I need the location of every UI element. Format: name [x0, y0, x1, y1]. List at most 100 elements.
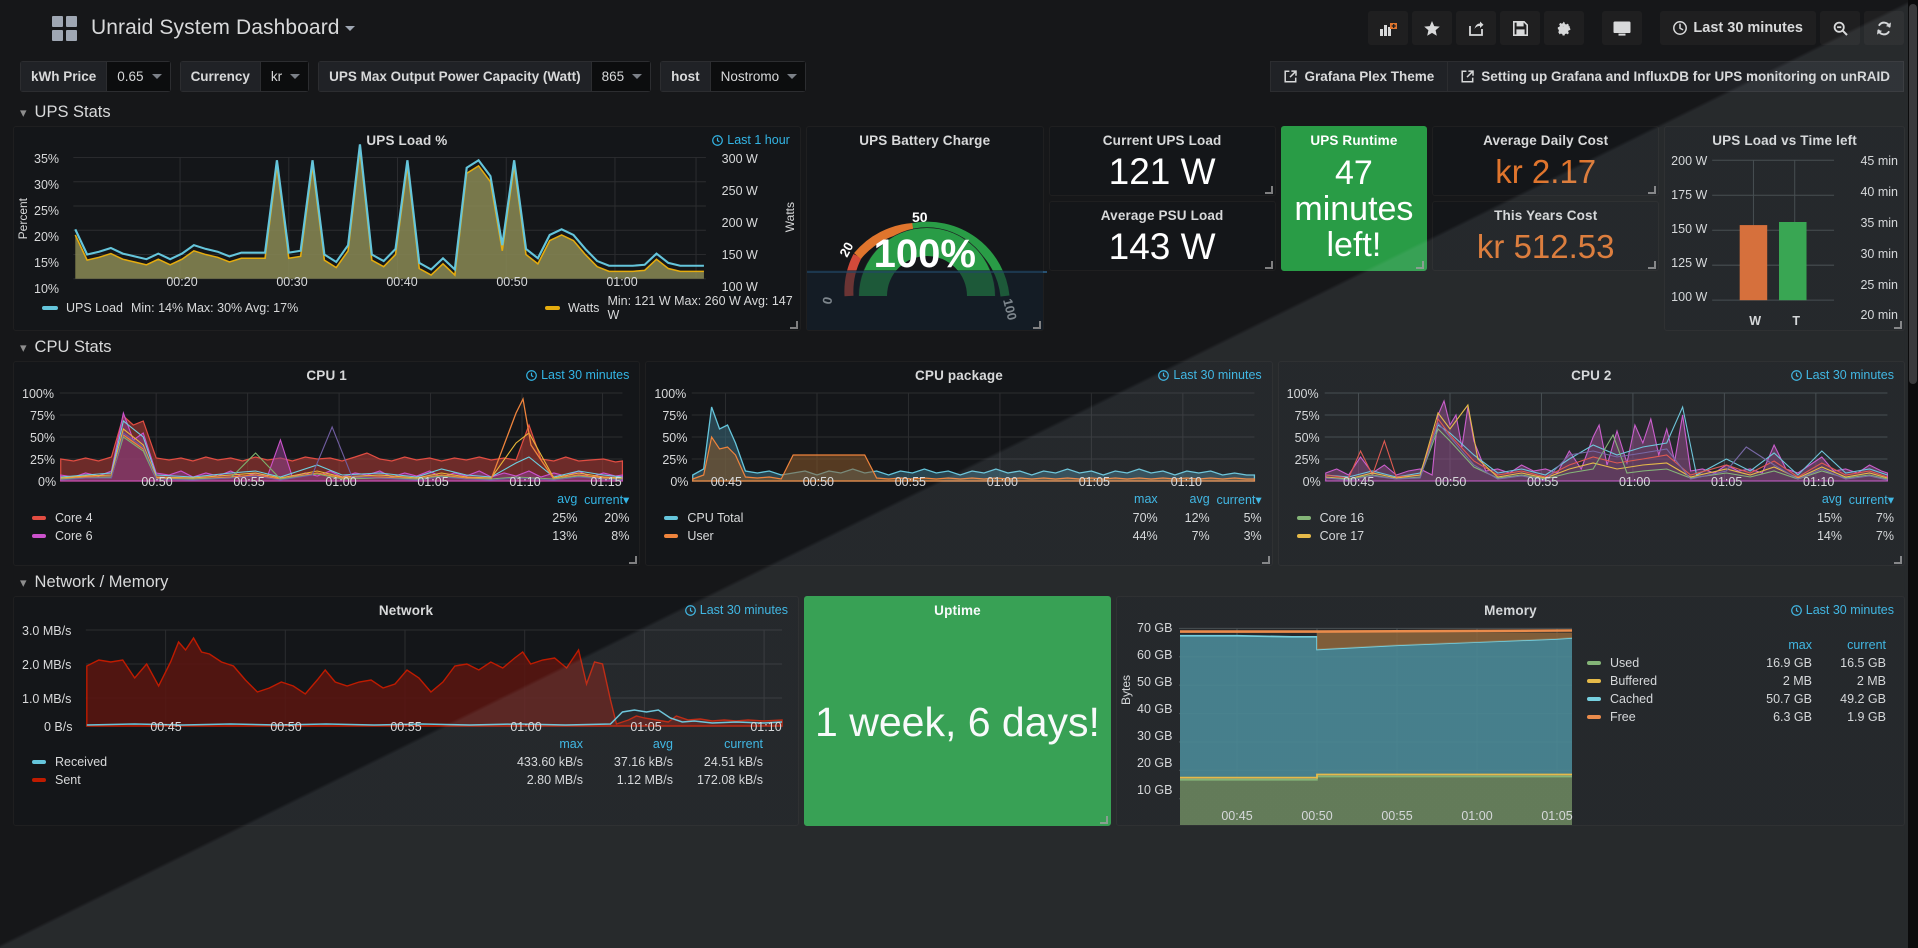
panel-time-range[interactable]: Last 30 minutes: [1790, 603, 1894, 617]
panel-resize-handle[interactable]: [1264, 261, 1273, 269]
panel-resize-handle[interactable]: [789, 321, 798, 329]
dashboard-link-ups-monitoring-guide[interactable]: Setting up Grafana and InfluxDB for UPS …: [1448, 60, 1904, 92]
legend-col-current[interactable]: current: [1847, 638, 1886, 652]
row-header-network-memory[interactable]: ▾ Network / Memory: [0, 566, 1918, 596]
y-tick: 25%: [34, 204, 60, 218]
legend-swatch: [1587, 715, 1601, 719]
zoom-out-time-button[interactable]: [1820, 11, 1860, 45]
y2-tick: 20 min: [1860, 308, 1898, 322]
legend-col-avg[interactable]: avg: [1821, 492, 1842, 506]
legend-row[interactable]: Core 6 13% 8%: [32, 529, 629, 543]
row-header-ups-stats[interactable]: ▾ UPS Stats: [0, 96, 1918, 126]
variable-value-dropdown[interactable]: 0.65: [106, 60, 171, 92]
chevron-down-icon: [290, 73, 301, 79]
panel-resize-handle[interactable]: [1264, 186, 1273, 194]
panel-time-range[interactable]: Last 30 minutes: [1158, 368, 1262, 382]
y2-tick: 30 min: [1860, 247, 1898, 261]
panel-resize-handle[interactable]: [1648, 186, 1657, 194]
row-header-cpu-stats[interactable]: ▾ CPU Stats: [0, 331, 1918, 361]
legend-label: Watts: [567, 301, 600, 315]
panel-resize-handle[interactable]: [1261, 556, 1270, 564]
chart-area: 200 W 175 W 150 W 125 W 100 W 45 min 40 …: [1665, 150, 1904, 330]
dashboard-settings-button[interactable]: [1544, 11, 1585, 45]
legend-row[interactable]: Core 16 15% 7%: [1296, 511, 1894, 525]
add-panel-button[interactable]: [1368, 11, 1409, 45]
panel-current-ups-load: Current UPS Load 121 W: [1048, 126, 1276, 196]
legend-row[interactable]: Free 6.3 GB 1.9 GB: [1587, 710, 1886, 724]
y-tick: 0%: [670, 475, 689, 489]
gear-icon: [1557, 21, 1571, 36]
chevron-down-icon: [787, 73, 798, 79]
legend-label: Free: [1610, 710, 1636, 724]
scrollbar-thumb[interactable]: [1909, 4, 1917, 384]
legend-col-current[interactable]: current▾: [1848, 493, 1894, 507]
legend-col-avg[interactable]: avg: [1189, 492, 1210, 506]
y-tick: 0%: [38, 475, 57, 489]
legend-col-current[interactable]: current▾: [584, 493, 630, 507]
legend-col-max[interactable]: max: [1788, 638, 1812, 652]
y-tick: 150 W: [1671, 222, 1708, 236]
legend-col-max[interactable]: max: [559, 737, 583, 751]
legend-max: 6.3 GB: [1773, 710, 1812, 724]
panel-resize-handle[interactable]: [1100, 816, 1108, 824]
legend-row[interactable]: Received 433.60 kB/s 37.16 kB/s 24.51 kB…: [32, 755, 763, 769]
dashboard-title-button[interactable]: Unraid System Dashboard: [91, 16, 355, 40]
variable-value-dropdown[interactable]: kr: [259, 60, 310, 92]
legend-row[interactable]: Cached 50.7 GB 49.2 GB: [1587, 692, 1886, 706]
legend-label: Used: [1610, 656, 1640, 670]
dashboard-grid-icon[interactable]: [52, 15, 77, 41]
legend-row[interactable]: Used 16.9 GB 16.5 GB: [1587, 656, 1886, 670]
legend-row[interactable]: Core 4 25% 20%: [32, 511, 629, 525]
legend-col-current[interactable]: current: [724, 737, 763, 751]
legend-col-max[interactable]: max: [1134, 492, 1158, 506]
legend-row[interactable]: User 44% 7% 3%: [664, 529, 1262, 543]
panel-resize-handle[interactable]: [1416, 261, 1425, 269]
dashboard-link-grafana-plex-theme[interactable]: Grafana Plex Theme: [1270, 60, 1449, 92]
external-link-icon: [1461, 69, 1474, 83]
legend-label: Sent: [55, 773, 81, 787]
panel-time-range[interactable]: Last 30 minutes: [684, 603, 788, 617]
legend-row[interactable]: Core 17 14% 7%: [1296, 529, 1894, 543]
variable-value-dropdown[interactable]: 865: [590, 60, 652, 92]
legend-row[interactable]: Watts Min: 121 W Max: 260 W Avg: 147 W: [544, 294, 800, 322]
panel-title: CPU package: [915, 368, 1003, 383]
legend-label: Cached: [1610, 692, 1654, 706]
variable-value-dropdown[interactable]: Nostromo: [709, 60, 807, 92]
legend-row[interactable]: Sent 2.80 MB/s 1.12 MB/s 172.08 kB/s: [32, 773, 763, 787]
legend-current: 20%: [604, 511, 630, 525]
legend-row[interactable]: UPS Load Min: 14% Max: 30% Avg: 17%: [42, 294, 545, 322]
chevron-down-icon: ▾: [20, 575, 27, 590]
panel-time-range[interactable]: Last 30 minutes: [526, 368, 629, 382]
x-tick: 01:00: [1619, 475, 1651, 489]
y-tick: 15%: [34, 256, 60, 270]
panel-resize-handle[interactable]: [1648, 261, 1657, 269]
panel-title: Memory: [1484, 603, 1537, 618]
time-range-picker[interactable]: Last 30 minutes: [1660, 11, 1816, 45]
share-icon: [1469, 21, 1484, 36]
share-dashboard-button[interactable]: [1456, 11, 1497, 45]
y-tick: 10 GB: [1137, 783, 1173, 797]
legend-row[interactable]: Buffered 2 MB 2 MB: [1587, 674, 1886, 688]
legend-row[interactable]: CPU Total 70% 12% 5%: [664, 511, 1262, 525]
legend-col-avg[interactable]: avg: [652, 737, 673, 751]
stat-value: 143 W: [1108, 226, 1216, 268]
refresh-dashboard-button[interactable]: [1864, 11, 1904, 45]
y2-tick: 35 min: [1860, 216, 1898, 230]
panel-time-range[interactable]: Last 1 hour: [712, 133, 790, 147]
star-dashboard-button[interactable]: [1412, 11, 1453, 45]
panel-resize-handle[interactable]: [1893, 556, 1902, 564]
panel-resize-handle[interactable]: [1893, 321, 1902, 329]
panel-resize-handle[interactable]: [629, 556, 638, 564]
panel-time-range[interactable]: Last 30 minutes: [1790, 368, 1894, 382]
legend-avg: 7%: [1191, 529, 1210, 543]
legend-header: max avg current▾: [664, 492, 1262, 507]
x-tick: 00:55: [390, 720, 422, 734]
legend-swatch: [1587, 697, 1601, 701]
page-scrollbar[interactable]: [1908, 0, 1918, 948]
gauge-area: 50 20 0 100 100%: [806, 150, 1047, 330]
kiosk-mode-button[interactable]: [1602, 11, 1643, 45]
panel-resize-handle[interactable]: [1032, 321, 1041, 329]
legend-col-avg[interactable]: avg: [557, 492, 578, 506]
legend-col-current[interactable]: current▾: [1216, 493, 1262, 507]
save-dashboard-button[interactable]: [1500, 11, 1541, 45]
